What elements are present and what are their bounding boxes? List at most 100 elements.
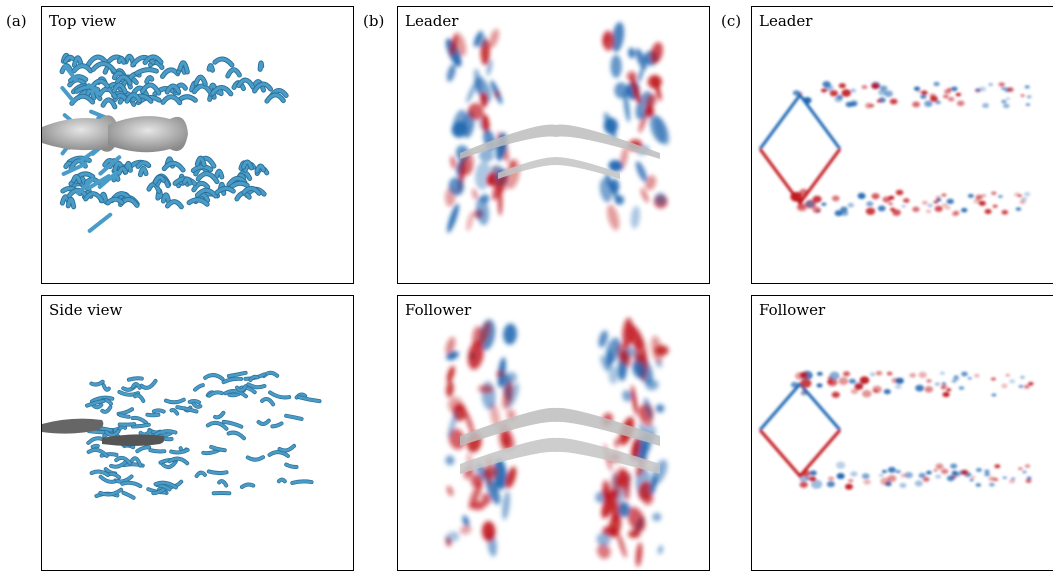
vorticity-blob [475, 197, 490, 226]
vorticity-blob [927, 203, 933, 208]
side-view-vortex-plot [42, 370, 322, 500]
vorticity-blob [599, 178, 612, 203]
vorticity-blob [975, 88, 981, 92]
vortex-tube [246, 383, 266, 389]
vorticity-blob [934, 382, 940, 386]
vorticity-blob [912, 101, 921, 108]
vorticity-blob [826, 481, 835, 488]
vorticity-blob [973, 198, 981, 204]
vortex-tube [153, 175, 166, 184]
vorticity-blob [922, 476, 930, 482]
vorticity-blob [481, 521, 496, 542]
vorticity-blob [834, 96, 843, 103]
vorticity-blob [961, 469, 969, 475]
vorticity-blob [1026, 476, 1032, 480]
shear-layer [758, 92, 842, 150]
vortex-tube [140, 379, 157, 390]
vortex-tube [227, 431, 246, 440]
vorticity-blob [486, 172, 499, 187]
vorticity-blob [1005, 374, 1010, 377]
vortex-tube [118, 422, 136, 426]
vorticity-blob [998, 82, 1005, 87]
vorticity-blob [849, 88, 856, 93]
panel-title: Leader [405, 12, 459, 30]
vorticity-blob [494, 90, 500, 99]
vorticity-blob [970, 475, 976, 479]
vortex-tube [191, 165, 213, 173]
vortex-tube [85, 399, 105, 407]
vorticity-blob [614, 82, 628, 99]
vorticity-blob [935, 195, 941, 199]
vorticity-blob [877, 205, 886, 212]
vorticity-blob [848, 479, 854, 483]
vorticity-blob [628, 47, 635, 59]
vorticity-blob [869, 372, 876, 377]
vortex-tube [207, 64, 215, 72]
vorticity-blob [505, 372, 517, 384]
vorticity-blob [610, 183, 619, 201]
vorticity-blob [903, 198, 910, 203]
vorticity-blob [449, 34, 458, 57]
vorticity-blob [863, 479, 871, 485]
vortex-tube [222, 420, 243, 429]
vorticity-blob [603, 112, 617, 140]
vorticity-blob [816, 383, 823, 388]
vorticity-blob [967, 377, 972, 380]
vorticity-blob [887, 466, 896, 473]
vortex-tube [258, 61, 264, 71]
vorticity-blob [838, 83, 846, 89]
vortex-tube [268, 450, 290, 458]
vorticity-blob [847, 202, 855, 208]
vorticity-blob [829, 90, 839, 97]
vortex-tube [131, 94, 153, 103]
vorticity-blob [952, 376, 960, 381]
vorticity-blob [597, 543, 611, 559]
vorticity-blob [950, 86, 958, 92]
vorticity-blob [483, 464, 498, 480]
vorticity-blob [630, 205, 641, 229]
top-view-vortex-plot [42, 52, 289, 233]
vorticity-blob [844, 483, 853, 490]
vorticity-blob [1005, 97, 1011, 100]
vortex-tube [255, 164, 266, 173]
vorticity-blob [637, 67, 644, 83]
vortex-tube [192, 181, 210, 192]
vorticity-blob [464, 410, 475, 436]
vorticity-blob [946, 475, 955, 482]
vortex-tube [106, 197, 124, 205]
vorticity-blob [926, 209, 931, 213]
vortex-tube [85, 88, 96, 100]
vorticity-blob [975, 468, 982, 473]
vortex-tube [213, 411, 225, 419]
vorticity-blob [1024, 85, 1030, 89]
vorticity-blob [900, 473, 907, 478]
vortex-tube [143, 55, 163, 65]
vorticity-blob [1001, 209, 1009, 215]
vorticity-blob [1001, 383, 1008, 388]
vorticity-blob [994, 464, 1001, 469]
vorticity-blob [841, 210, 849, 216]
vortex-tube [240, 483, 255, 489]
panel-title: Follower [405, 301, 472, 319]
vortex-tube [131, 423, 151, 428]
vorticity-blob [933, 469, 938, 472]
vortex-tube [242, 186, 261, 195]
vorticity-blob [827, 476, 835, 481]
vorticity-blob [1001, 99, 1007, 104]
vorticity-blob [865, 102, 873, 109]
vorticity-blob [481, 114, 490, 134]
panel-b-follower: Follower [397, 295, 710, 571]
vorticity-blob [935, 463, 944, 470]
vorticity-blob [871, 193, 880, 200]
vorticity-blob [909, 373, 916, 378]
vortex-tube [193, 383, 205, 391]
vorticity-blob [1011, 477, 1016, 480]
vorticity-blob [632, 360, 646, 379]
vorticity-blob [841, 89, 851, 97]
vortex-tube [100, 452, 118, 457]
vorticity-blob [1024, 464, 1031, 468]
panel-label-c: (c) [721, 12, 742, 30]
vorticity-blob [446, 365, 455, 383]
vorticity-blob [998, 195, 1003, 198]
vorticity-blob [448, 177, 465, 196]
